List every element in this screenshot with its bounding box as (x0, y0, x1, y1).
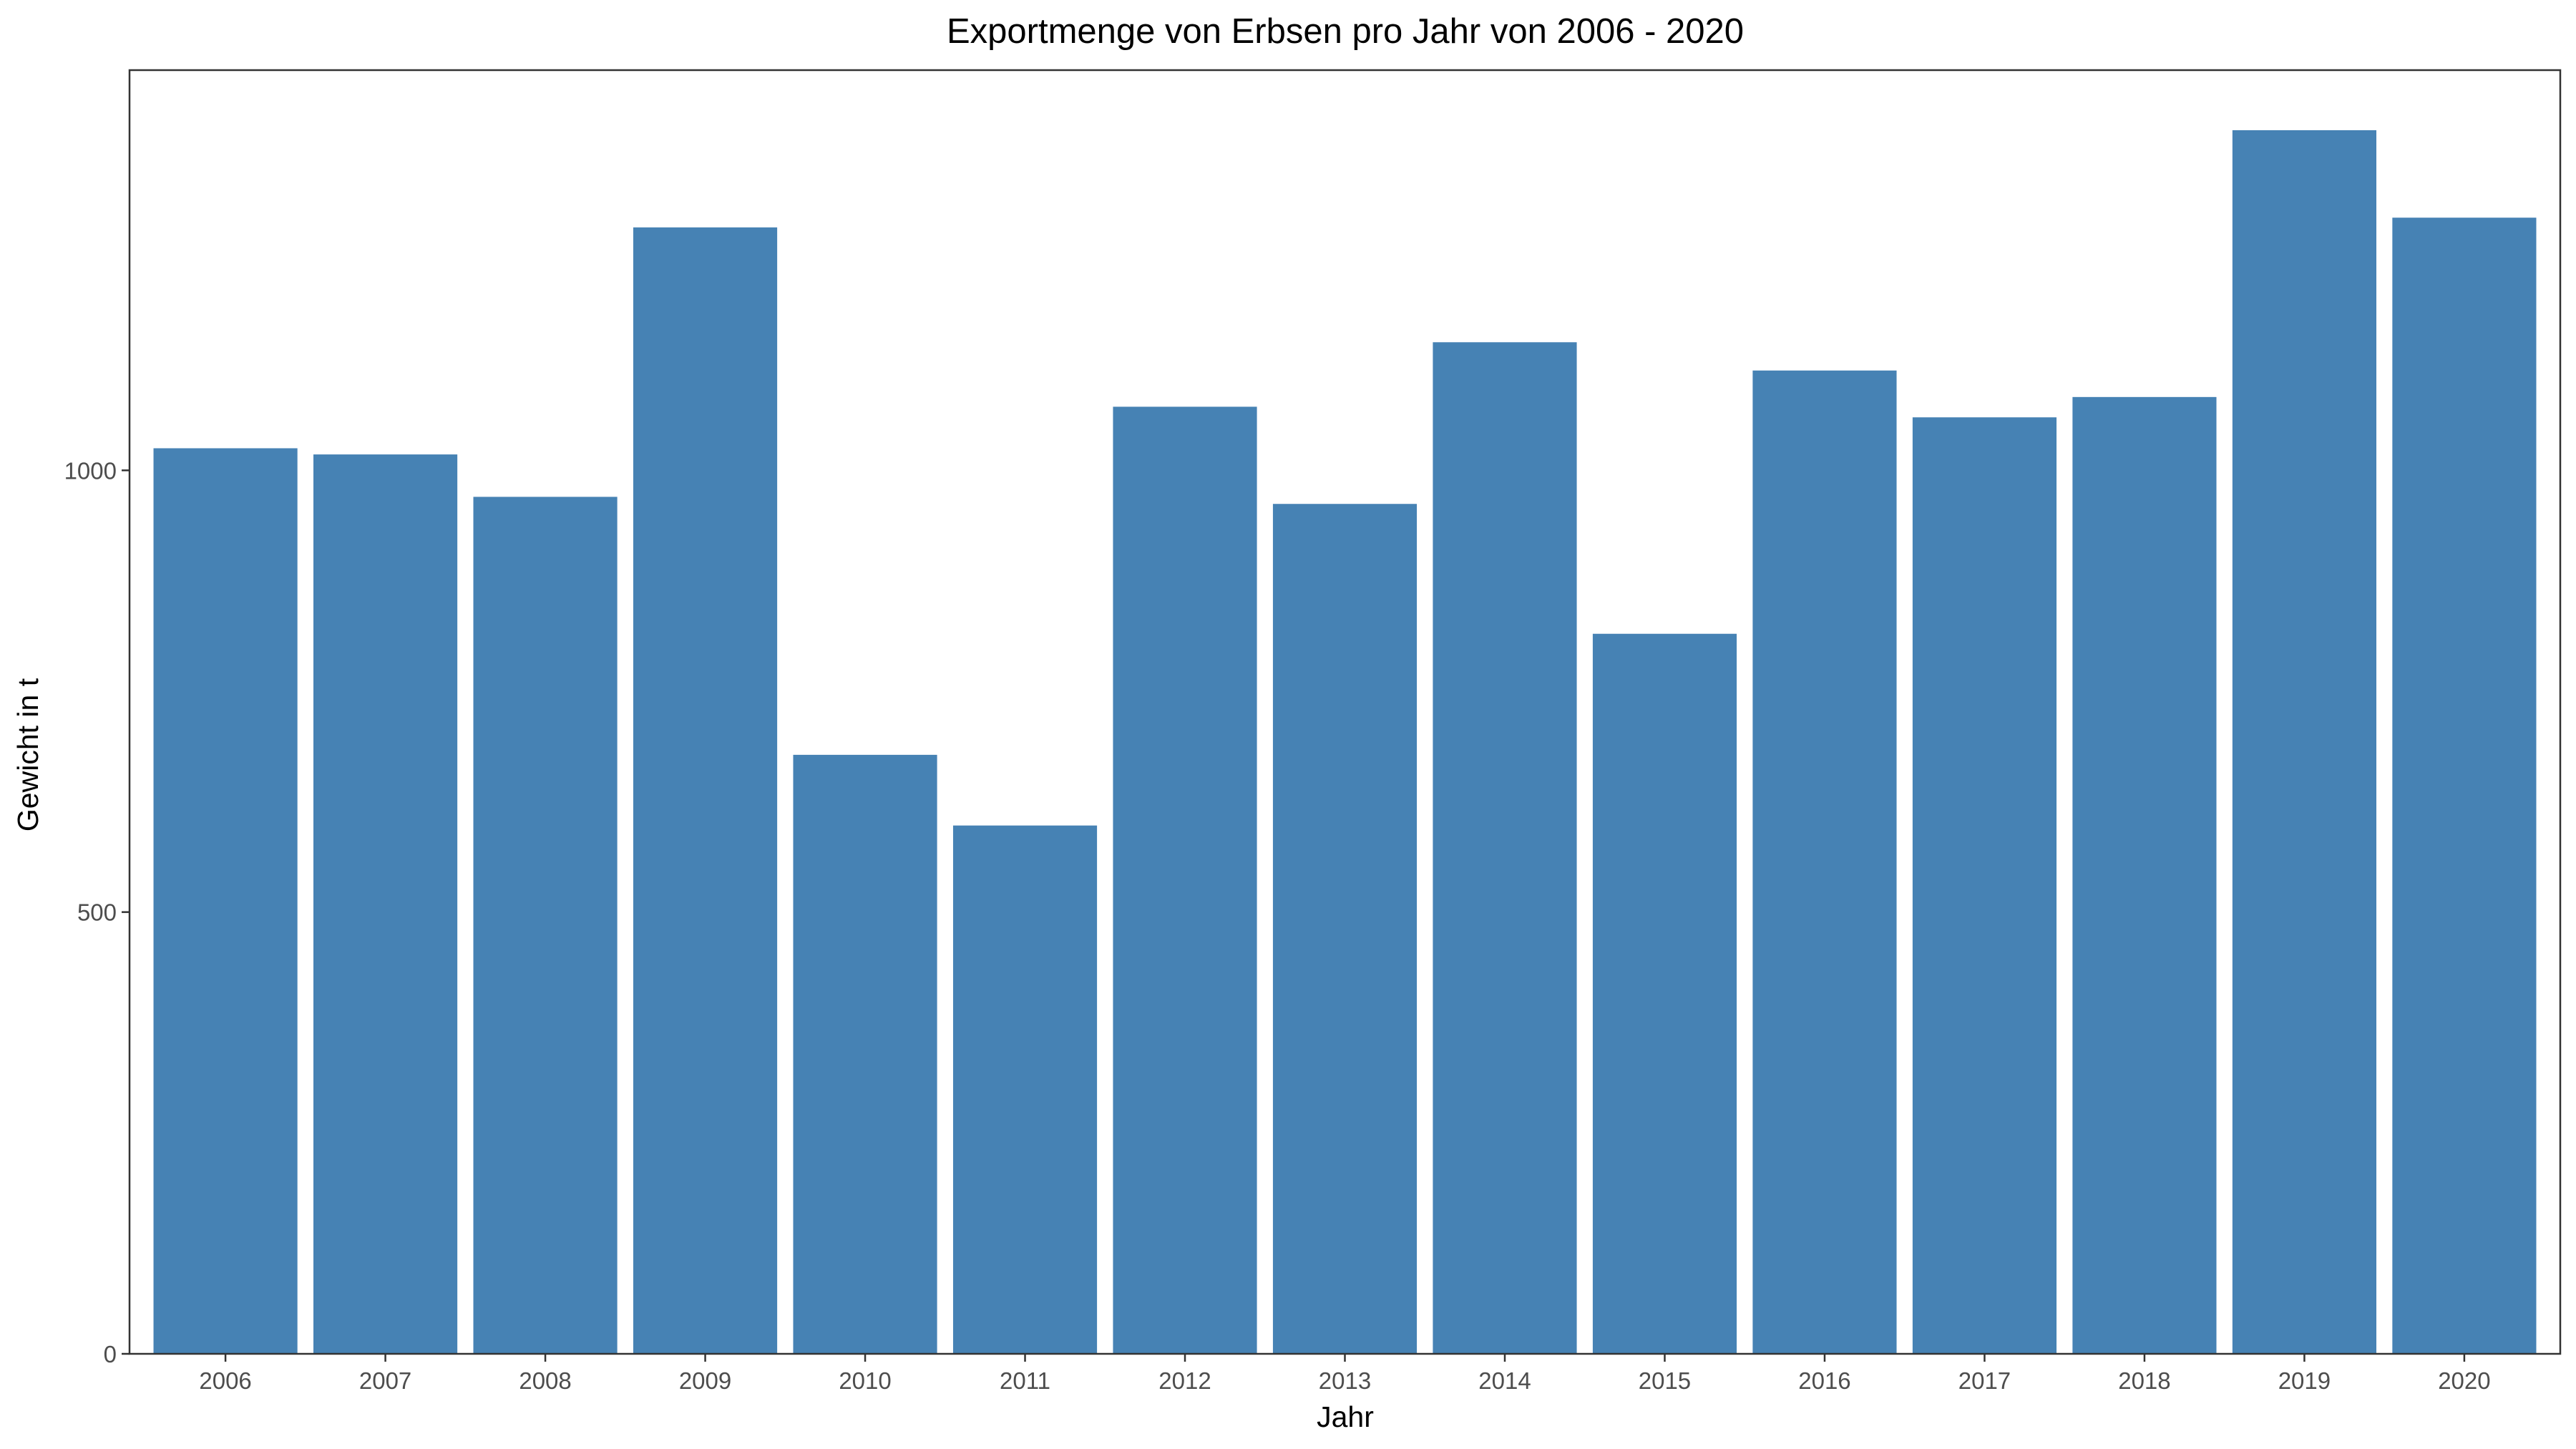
y-axis-title: Gewicht in t (11, 678, 44, 831)
bar-2012 (1113, 406, 1257, 1354)
x-tick-label: 2012 (1158, 1367, 1211, 1394)
bar-2020 (2392, 218, 2537, 1354)
bar-2008 (473, 497, 618, 1354)
x-tick-label: 2017 (1958, 1367, 2011, 1394)
bar-2019 (2232, 130, 2376, 1354)
bar-2007 (313, 454, 458, 1354)
x-tick-label: 2009 (679, 1367, 731, 1394)
y-tick-label: 0 (104, 1341, 117, 1367)
x-tick-label: 2011 (1000, 1367, 1050, 1394)
bar-2017 (1912, 417, 2057, 1354)
y-tick-label: 1000 (64, 457, 117, 484)
y-axis: 0 500 1000 (64, 457, 130, 1367)
chart-title: Exportmenge von Erbsen pro Jahr von 2006… (947, 12, 1744, 51)
x-axis-title: Jahr (1317, 1400, 1374, 1433)
bar-2014 (1433, 342, 1577, 1354)
x-tick-label: 2013 (1319, 1367, 1371, 1394)
x-tick-label: 2016 (1798, 1367, 1850, 1394)
x-axis: 2006 2007 2008 2009 2010 2011 2012 2013 2014 2015… (199, 1354, 2491, 1394)
x-tick-label: 2006 (199, 1367, 251, 1394)
bar-2013 (1272, 504, 1418, 1355)
plot-panel-border (128, 69, 2562, 1355)
x-tick-label: 2010 (839, 1367, 891, 1394)
bar-2006 (153, 448, 298, 1354)
x-tick-label: 2015 (1639, 1367, 1691, 1394)
x-tick-label: 2018 (2118, 1367, 2170, 1394)
x-tick-label: 2020 (2438, 1367, 2490, 1394)
x-tick-label: 2019 (2278, 1367, 2331, 1394)
bar-2015 (1592, 633, 1737, 1354)
bar-2016 (1752, 370, 1897, 1355)
bar-2010 (793, 754, 937, 1354)
bar-2011 (952, 825, 1098, 1354)
bars-layer (153, 130, 2537, 1355)
x-tick-label: 2008 (519, 1367, 571, 1394)
x-tick-label: 2014 (1478, 1367, 1531, 1394)
x-tick-label: 2007 (359, 1367, 411, 1394)
y-tick-label: 500 (77, 899, 117, 926)
bar-2009 (633, 227, 778, 1354)
bar-2018 (2072, 396, 2217, 1354)
